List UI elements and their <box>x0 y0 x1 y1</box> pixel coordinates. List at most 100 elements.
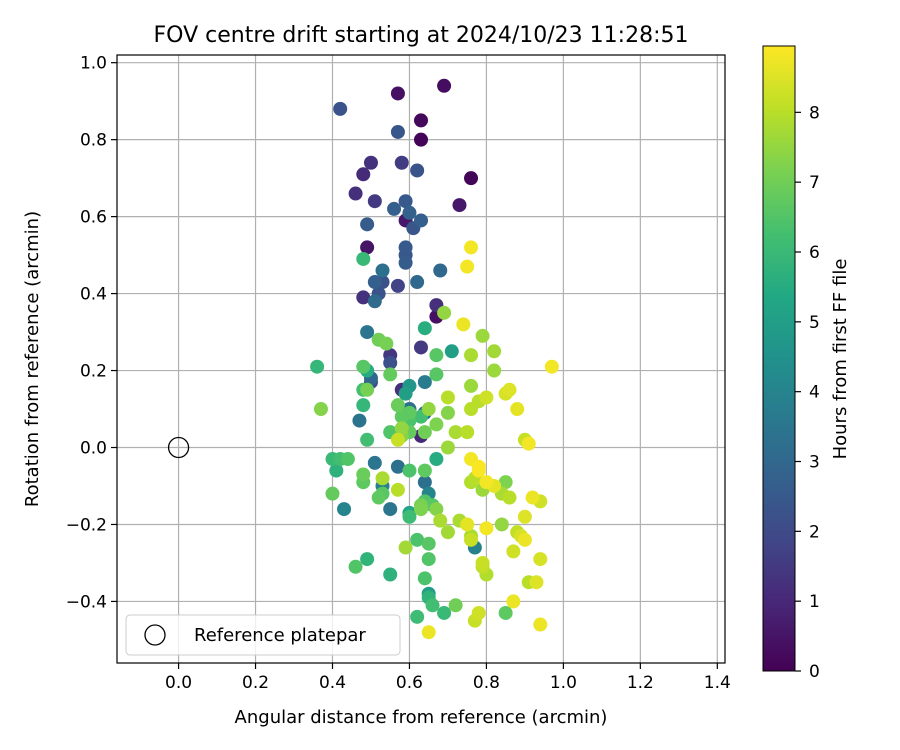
data-point <box>402 509 417 524</box>
data-point <box>433 263 448 278</box>
data-point <box>494 517 509 532</box>
data-point <box>533 617 548 632</box>
data-point <box>448 425 463 440</box>
data-point <box>429 367 444 382</box>
data-point <box>464 171 479 186</box>
data-point <box>356 398 371 413</box>
x-axis: 0.0 0.2 0.4 0.6 0.8 1.0 1.2 1.4 <box>165 663 731 693</box>
data-point <box>387 201 402 216</box>
colorbar-tick-label: 0 <box>809 662 820 682</box>
data-point <box>448 598 463 613</box>
data-point <box>390 459 405 474</box>
data-point <box>429 417 444 432</box>
colorbar-tick-label: 6 <box>809 243 820 263</box>
data-point <box>421 402 436 417</box>
data-point <box>440 440 455 455</box>
data-point <box>414 113 428 128</box>
data-point <box>379 336 394 351</box>
reference-marker <box>167 436 190 459</box>
data-point <box>464 348 479 363</box>
data-point <box>460 425 475 440</box>
colorbar-tick-label: 8 <box>809 103 820 123</box>
y-tick-label: 0.8 <box>80 131 107 151</box>
y-tick-label: −0.2 <box>66 515 107 535</box>
data-point <box>348 186 363 201</box>
data-point <box>429 348 444 363</box>
data-point <box>456 317 471 332</box>
y-axis: −0.4 −0.2 0.0 0.2 0.4 0.6 0.8 1.0 <box>66 54 117 612</box>
data-point <box>313 402 328 417</box>
data-point <box>417 463 432 478</box>
legend-label: Reference platepar <box>194 625 366 646</box>
data-point <box>367 194 382 209</box>
data-point <box>340 452 355 467</box>
x-axis-label: Angular distance from reference (arcmin) <box>235 707 608 728</box>
data-point <box>487 344 502 359</box>
data-point <box>417 571 432 586</box>
colorbar-tick-label: 2 <box>809 522 820 542</box>
data-point <box>383 567 398 582</box>
data-point <box>360 382 375 397</box>
y-tick-label: 1.0 <box>80 54 107 74</box>
y-tick-label: 0.0 <box>80 439 107 459</box>
data-point <box>460 259 475 274</box>
data-point <box>440 525 455 540</box>
data-point <box>337 502 352 517</box>
data-point <box>360 552 375 567</box>
y-tick-label: 0.2 <box>80 362 107 382</box>
x-tick-label: 1.4 <box>704 673 731 693</box>
data-point <box>414 502 428 517</box>
data-point <box>417 425 432 440</box>
data-point <box>360 432 375 447</box>
data-point <box>402 205 417 220</box>
data-point <box>429 502 444 517</box>
data-point <box>460 517 475 532</box>
data-point <box>464 240 479 255</box>
colorbar-ticks: 0 1 2 3 4 5 6 7 8 <box>795 103 820 682</box>
y-axis-label: Rotation from reference (arcmin) <box>22 211 43 507</box>
data-point <box>356 290 371 305</box>
data-point <box>502 382 517 397</box>
data-point <box>421 625 436 640</box>
data-point <box>440 405 455 420</box>
chart-title: FOV centre drift starting at 2024/10/23 … <box>154 23 689 48</box>
data-point <box>510 402 525 417</box>
y-tick-label: 0.6 <box>80 208 107 228</box>
data-point <box>410 163 425 178</box>
data-point <box>414 213 428 228</box>
data-point <box>356 467 371 482</box>
plot-frame <box>116 54 726 664</box>
data-point <box>529 575 544 590</box>
x-tick-label: 1.2 <box>627 673 654 693</box>
x-tick-label: 0.6 <box>396 673 423 693</box>
data-point <box>417 375 432 390</box>
data-point <box>352 413 367 428</box>
data-point <box>533 552 548 567</box>
data-point <box>414 132 428 147</box>
data-point <box>367 455 382 470</box>
data-point <box>383 502 398 517</box>
data-point <box>517 532 532 547</box>
data-point <box>367 294 382 309</box>
data-point <box>410 275 425 290</box>
data-point <box>475 555 490 570</box>
data-point <box>498 605 513 620</box>
data-point <box>356 167 371 182</box>
colorbar-gradient <box>762 45 796 672</box>
data-point <box>506 594 521 609</box>
data-point <box>375 471 390 486</box>
data-point <box>464 532 479 547</box>
colorbar-label: Hours from first FF file <box>830 259 851 460</box>
data-point <box>517 509 532 524</box>
x-tick-label: 1.0 <box>550 673 577 693</box>
data-point <box>383 355 398 370</box>
data-point <box>356 359 371 374</box>
data-point <box>410 532 425 547</box>
y-tick-label: −0.4 <box>66 592 107 612</box>
data-point <box>383 367 398 382</box>
data-point <box>479 475 494 490</box>
data-point <box>471 463 486 478</box>
data-point <box>464 378 479 393</box>
colorbar-tick-label: 1 <box>809 592 820 612</box>
data-point <box>356 251 371 266</box>
